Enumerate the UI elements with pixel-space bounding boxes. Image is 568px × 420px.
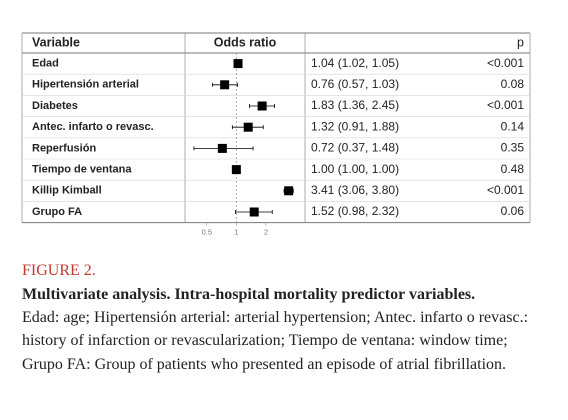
or-label: 3.41 (3.06, 3.80) [311, 183, 399, 197]
variable-label: Diabetes [32, 100, 78, 112]
p-label: <0.001 [487, 56, 524, 70]
variable-label: Tiempo de ventana [32, 164, 132, 176]
or-box [284, 186, 294, 196]
or-box [231, 165, 241, 175]
or-label: 1.52 (0.98, 2.32) [311, 204, 399, 218]
p-label: 0.14 [501, 119, 525, 133]
or-box [233, 59, 243, 69]
variable-label: Killip Kimball [32, 185, 102, 197]
column-header: p [517, 35, 524, 49]
figure-label: FIGURE 2. [22, 262, 96, 279]
p-label: <0.001 [487, 183, 524, 197]
or-box [243, 122, 253, 132]
forest-chart: Variable Odds ratio p 0.5 1 2 Edad 1.04 (1.0… [21, 32, 531, 237]
or-box [217, 143, 227, 153]
or-label: 1.04 (1.02, 1.05) [311, 56, 399, 70]
variable-label: Edad [32, 58, 59, 70]
p-label: 0.08 [501, 77, 525, 91]
column-header: Variable [32, 35, 80, 49]
or-label: 0.76 (0.57, 1.03) [311, 77, 399, 91]
or-label: 1.32 (0.91, 1.88) [311, 119, 399, 133]
or-label: 1.00 (1.00, 1.00) [311, 162, 399, 176]
or-box [257, 101, 267, 111]
column-header: Odds ratio [214, 35, 277, 49]
or-label: 1.83 (1.36, 2.45) [311, 98, 399, 112]
p-label: <0.001 [487, 98, 524, 112]
or-box [220, 80, 230, 90]
or-box [249, 207, 259, 217]
p-label: 0.35 [501, 141, 525, 155]
variable-label: Reperfusión [32, 142, 96, 154]
x-tick-label: 2 [264, 228, 268, 237]
p-label: 0.06 [501, 204, 525, 218]
variable-label: Antec. infarto o revasc. [32, 121, 154, 133]
variable-label: Grupo FA [32, 206, 82, 218]
x-tick-label: 1 [234, 228, 238, 237]
variable-label: Hipertensión arterial [32, 79, 139, 91]
caption-title: Multivariate analysis. Intra-hospital mo… [22, 286, 476, 303]
x-tick-label: 0.5 [202, 228, 212, 237]
or-label: 0.72 (0.37, 1.48) [311, 141, 399, 155]
p-label: 0.48 [501, 162, 525, 176]
caption-text: Edad: age; Hipertensión arterial: arteri… [22, 309, 529, 373]
